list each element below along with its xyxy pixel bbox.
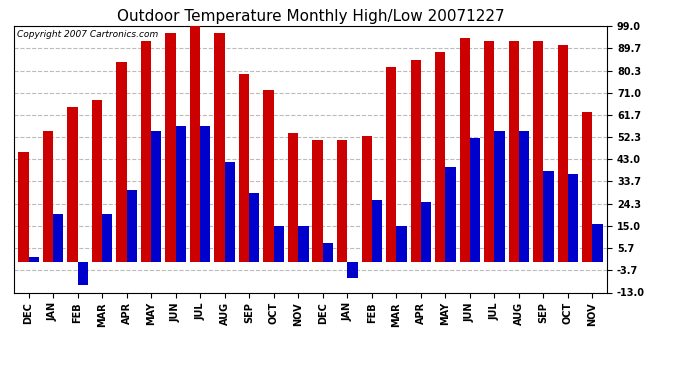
Bar — [200, 126, 210, 262]
Text: Copyright 2007 Cartronics.com: Copyright 2007 Cartronics.com — [17, 30, 158, 39]
Bar — [151, 131, 161, 262]
Bar — [28, 257, 39, 262]
Bar — [347, 262, 357, 278]
Bar — [43, 131, 53, 262]
Bar — [141, 40, 151, 262]
Bar — [533, 40, 544, 262]
Bar — [411, 60, 421, 262]
Bar — [593, 224, 603, 262]
Bar — [126, 190, 137, 262]
Bar — [264, 90, 274, 262]
Bar — [495, 131, 504, 262]
Bar — [323, 243, 333, 262]
Bar — [117, 62, 126, 262]
Bar — [372, 200, 382, 262]
Bar — [102, 214, 112, 262]
Bar — [396, 226, 406, 262]
Bar — [53, 214, 63, 262]
Bar — [67, 107, 77, 262]
Bar — [77, 262, 88, 285]
Bar — [544, 171, 554, 262]
Bar — [509, 40, 519, 262]
Bar — [166, 33, 176, 262]
Bar — [435, 53, 445, 262]
Bar — [484, 40, 495, 262]
Bar — [421, 202, 431, 262]
Bar — [460, 38, 470, 262]
Bar — [362, 136, 372, 262]
Bar — [239, 74, 249, 262]
Bar — [288, 133, 298, 262]
Bar — [337, 140, 347, 262]
Bar — [313, 140, 323, 262]
Bar — [18, 152, 28, 262]
Bar — [558, 45, 568, 262]
Bar — [215, 33, 225, 262]
Title: Outdoor Temperature Monthly High/Low 20071227: Outdoor Temperature Monthly High/Low 200… — [117, 9, 504, 24]
Bar — [190, 26, 200, 262]
Bar — [470, 138, 480, 262]
Bar — [445, 166, 455, 262]
Bar — [176, 126, 186, 262]
Bar — [274, 226, 284, 262]
Bar — [519, 131, 529, 262]
Bar — [92, 100, 102, 262]
Bar — [225, 162, 235, 262]
Bar — [249, 193, 259, 262]
Bar — [386, 67, 396, 262]
Bar — [568, 174, 578, 262]
Bar — [582, 112, 593, 262]
Bar — [298, 226, 308, 262]
